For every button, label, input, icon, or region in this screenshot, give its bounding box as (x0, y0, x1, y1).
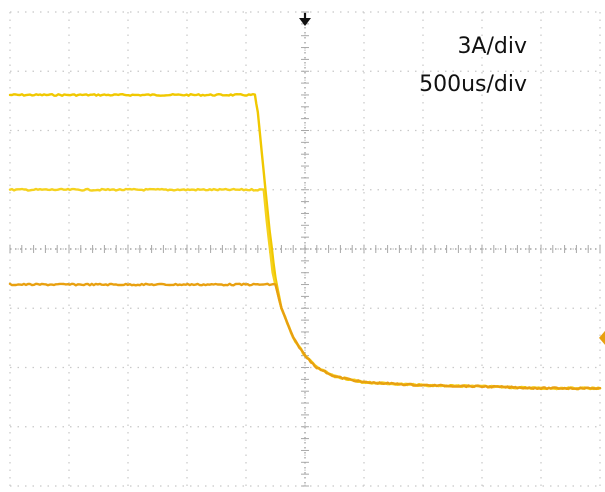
plot-grid (9, 11, 601, 487)
trigger-marker-arrow (299, 18, 311, 26)
horizontal-scale-label: 500us/div (419, 72, 527, 97)
vertical-scale-label: 3A/div (457, 34, 527, 59)
waveform-trace-3 (8, 282, 602, 391)
channel-marker (599, 330, 605, 345)
waveform-traces (8, 93, 602, 391)
plot-markers (299, 13, 605, 345)
